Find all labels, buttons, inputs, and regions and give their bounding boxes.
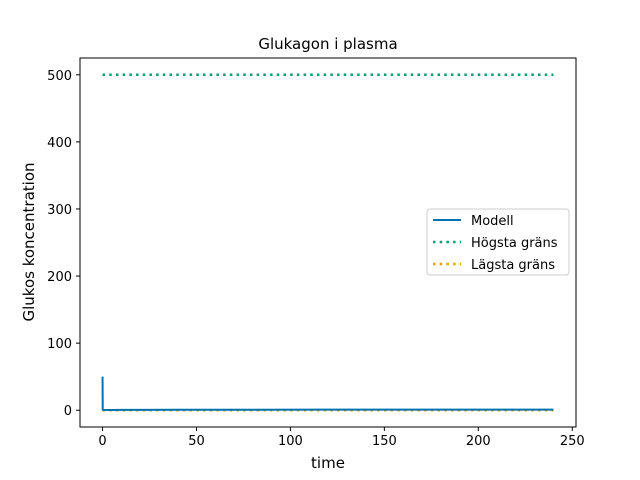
x-tick-label: 50 [188, 434, 205, 449]
y-tick-label: 200 [47, 270, 72, 285]
y-tick-label: 300 [47, 203, 72, 218]
legend-label: Lägsta gräns [471, 258, 555, 273]
x-tick-label: 200 [466, 434, 491, 449]
y-tick-label: 400 [47, 136, 72, 151]
x-axis-ticks: 0 50 100 150 200 250 [98, 427, 585, 449]
x-tick-label: 0 [98, 434, 106, 449]
legend-box [426, 208, 570, 276]
x-tick-label: 100 [278, 434, 303, 449]
x-tick-label: 150 [372, 434, 397, 449]
legend: Modell Högsta gräns Lägsta gräns [426, 208, 570, 276]
legend-label: Modell [471, 214, 514, 229]
y-axis-label: Glukos koncentration [20, 162, 38, 321]
y-tick-label: 500 [47, 69, 72, 84]
y-axis-ticks: 0 100 200 300 400 500 [47, 69, 80, 419]
y-tick-label: 0 [64, 404, 72, 419]
series-0-line [101, 376, 554, 411]
y-tick-label: 100 [47, 337, 72, 352]
legend-label: Högsta gräns [471, 236, 558, 251]
x-axis-label: time [311, 454, 345, 472]
x-tick-label: 250 [560, 434, 585, 449]
chart-title: Glukagon i plasma [258, 35, 397, 53]
series-layer [101, 73, 554, 412]
